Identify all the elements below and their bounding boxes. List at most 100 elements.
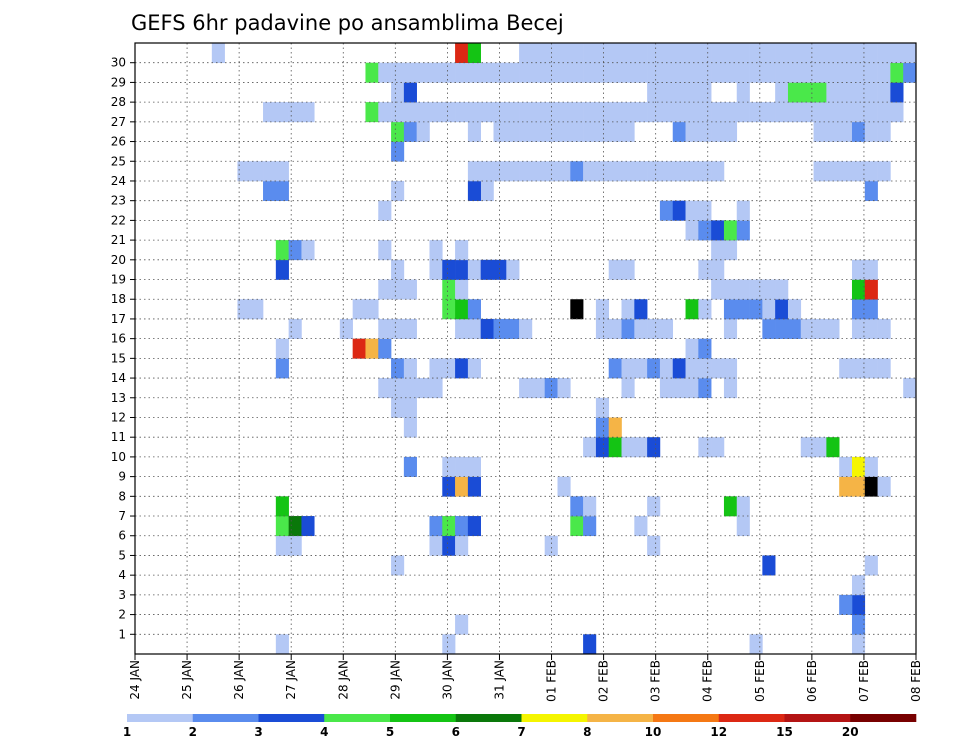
heat-cell <box>685 82 699 103</box>
heat-cell <box>480 102 494 123</box>
heat-cell <box>595 161 610 182</box>
heat-cell <box>608 437 622 458</box>
heat-cell <box>455 614 469 635</box>
heat-cell <box>506 259 520 280</box>
heat-cell <box>455 240 469 261</box>
heat-cell <box>711 43 725 64</box>
heat-cell <box>391 358 405 379</box>
heat-cell <box>685 62 699 83</box>
heat-cell <box>851 594 866 615</box>
heat-cell <box>455 318 469 339</box>
heat-cell <box>595 299 610 320</box>
heat-cell <box>659 378 674 399</box>
heat-cell <box>851 82 866 103</box>
y-tick-label: 15 <box>111 351 126 365</box>
heat-cell <box>595 43 610 64</box>
heat-cell <box>467 358 481 379</box>
legend-swatch <box>718 714 785 722</box>
heat-cell <box>775 299 789 320</box>
heat-cell <box>787 43 802 64</box>
heat-cell <box>391 318 405 339</box>
heat-cell <box>288 240 302 261</box>
y-tick-label: 29 <box>111 75 126 89</box>
heat-cell <box>851 456 866 477</box>
heat-cell <box>275 102 289 123</box>
heat-cell <box>365 102 379 123</box>
heat-cell <box>685 200 699 221</box>
heat-cell <box>519 62 533 83</box>
heat-cell <box>723 299 738 320</box>
heat-cell <box>275 634 289 655</box>
heat-cell <box>557 161 571 182</box>
heat-cell <box>813 62 827 83</box>
legend-label: 3 <box>254 725 262 739</box>
x-tick-label: 04 FEB <box>701 660 715 702</box>
y-tick-label: 22 <box>111 213 126 227</box>
heat-cell <box>711 437 725 458</box>
legend-label: 10 <box>645 725 662 739</box>
y-tick-label: 9 <box>118 470 126 484</box>
heat-cell <box>851 299 866 320</box>
heat-cell <box>800 43 814 64</box>
legend-label: 8 <box>583 725 591 739</box>
heat-cell <box>839 476 853 497</box>
y-tick-label: 3 <box>118 588 126 602</box>
heat-cell <box>672 200 686 221</box>
heat-cell <box>775 102 789 123</box>
heat-cell <box>634 43 648 64</box>
legend-swatch <box>784 714 851 722</box>
heat-cell <box>698 82 712 103</box>
x-tick-label: 28 JAN <box>336 660 350 700</box>
heat-cell <box>378 318 392 339</box>
heat-cell <box>442 535 456 556</box>
heat-cell <box>787 82 802 103</box>
heat-cell <box>544 121 558 142</box>
heat-cell <box>775 43 789 64</box>
heat-cell <box>519 121 533 142</box>
heat-cell <box>557 476 571 497</box>
heat-cell <box>531 62 545 83</box>
heat-cell <box>864 279 878 300</box>
x-tick-label: 08 FEB <box>909 660 923 702</box>
heat-cell <box>647 161 661 182</box>
heat-cell <box>455 456 469 477</box>
heat-cell <box>826 121 840 142</box>
heat-cell <box>839 102 853 123</box>
heat-cell <box>378 378 392 399</box>
heat-cell <box>442 102 456 123</box>
heat-cell <box>519 318 533 339</box>
heat-cell <box>429 259 443 280</box>
heat-cell <box>621 121 635 142</box>
y-tick-label: 11 <box>111 430 126 444</box>
heat-cell <box>595 397 610 418</box>
heat-cell <box>762 299 776 320</box>
heat-cell <box>570 121 584 142</box>
heat-cell <box>659 358 674 379</box>
heat-cell <box>839 121 853 142</box>
heat-cell <box>711 240 725 261</box>
heat-cell <box>723 318 738 339</box>
heat-cell <box>557 62 571 83</box>
y-tick-label: 19 <box>111 273 126 287</box>
heat-cell <box>480 259 494 280</box>
heat-cell <box>544 62 558 83</box>
x-tick-label: 24 JAN <box>128 660 142 700</box>
heat-cell <box>557 43 571 64</box>
heat-cell <box>864 62 878 83</box>
heat-cell <box>851 575 866 596</box>
heat-cell <box>659 318 674 339</box>
heat-cell <box>403 378 417 399</box>
heat-cell <box>250 299 264 320</box>
heat-cell <box>787 62 802 83</box>
heat-cell <box>544 161 558 182</box>
legend-swatch <box>521 714 588 722</box>
x-tick-label: 27 JAN <box>284 660 298 700</box>
legend-label: 5 <box>386 725 394 739</box>
heat-cell <box>890 102 904 123</box>
heat-cell <box>634 318 648 339</box>
heat-cell <box>467 299 481 320</box>
heat-cell <box>839 43 853 64</box>
heat-cell <box>711 161 725 182</box>
heat-cell <box>467 318 481 339</box>
heat-cell <box>608 121 622 142</box>
